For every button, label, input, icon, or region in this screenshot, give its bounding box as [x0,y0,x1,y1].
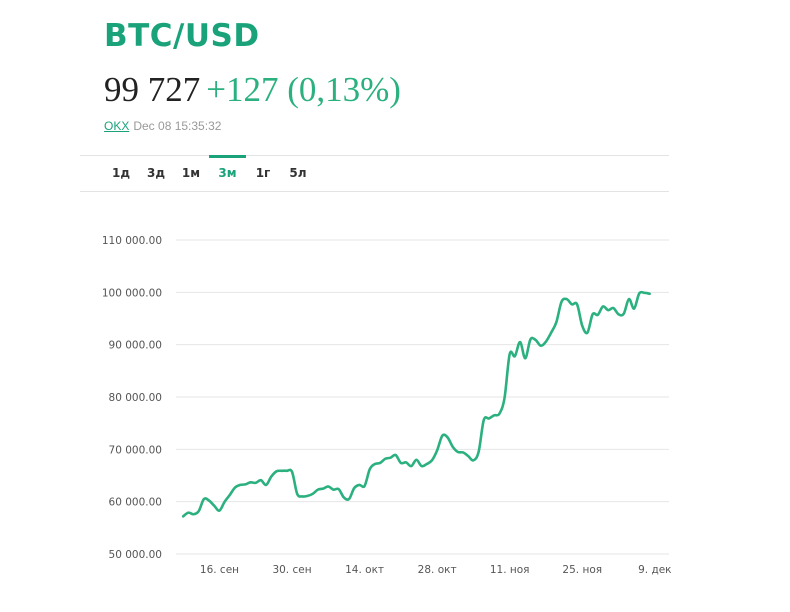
x-tick-label: 14. окт [345,564,384,576]
y-tick-label: 60 000.00 [109,497,162,509]
price-series-line [181,290,651,518]
tab-3d[interactable]: 3д [146,166,166,180]
period-tabs: 1д 3д 1м 3м 1г 5л [80,155,669,192]
tab-1d[interactable]: 1д [111,166,131,180]
y-tick-label: 110 000.00 [102,235,162,247]
ticker-title: BTC/USD [104,18,260,54]
y-tick-label: 80 000.00 [109,392,162,404]
x-tick-label: 30. сен [272,564,311,576]
x-axis-labels: 16. сен 30. сен 14. окт 28. окт 11. ноя 25. н… [200,564,672,576]
source-link[interactable]: OKX [104,119,130,133]
quote-meta: OKX Dec 08 15:35:32 [104,119,221,133]
price-change: +127 (0,13%) [206,70,401,109]
tab-3m[interactable]: 3м [209,155,246,191]
tab-1m[interactable]: 1м [181,166,201,180]
x-tick-label: 16. сен [200,564,239,576]
x-tick-label: 11. ноя [490,564,530,576]
y-tick-label: 70 000.00 [109,444,162,456]
y-tick-label: 90 000.00 [109,340,162,352]
chart-gridlines [176,239,669,555]
current-price: 99 727 [104,70,201,109]
x-tick-label: 25. ноя [562,564,602,576]
y-axis-labels: 110 000.00 100 000.00 90 000.00 80 000.00 70… [102,235,162,561]
x-tick-label: 9. дек [638,564,671,576]
tab-1y[interactable]: 1г [255,166,271,180]
price-row: 99 727 +127 (0,13%) [104,70,401,110]
x-tick-label: 28. окт [418,564,457,576]
y-tick-label: 100 000.00 [102,287,162,299]
tab-5y[interactable]: 5л [289,166,307,180]
quote-timestamp: Dec 08 15:35:32 [133,119,222,133]
y-tick-label: 50 000.00 [109,549,162,561]
